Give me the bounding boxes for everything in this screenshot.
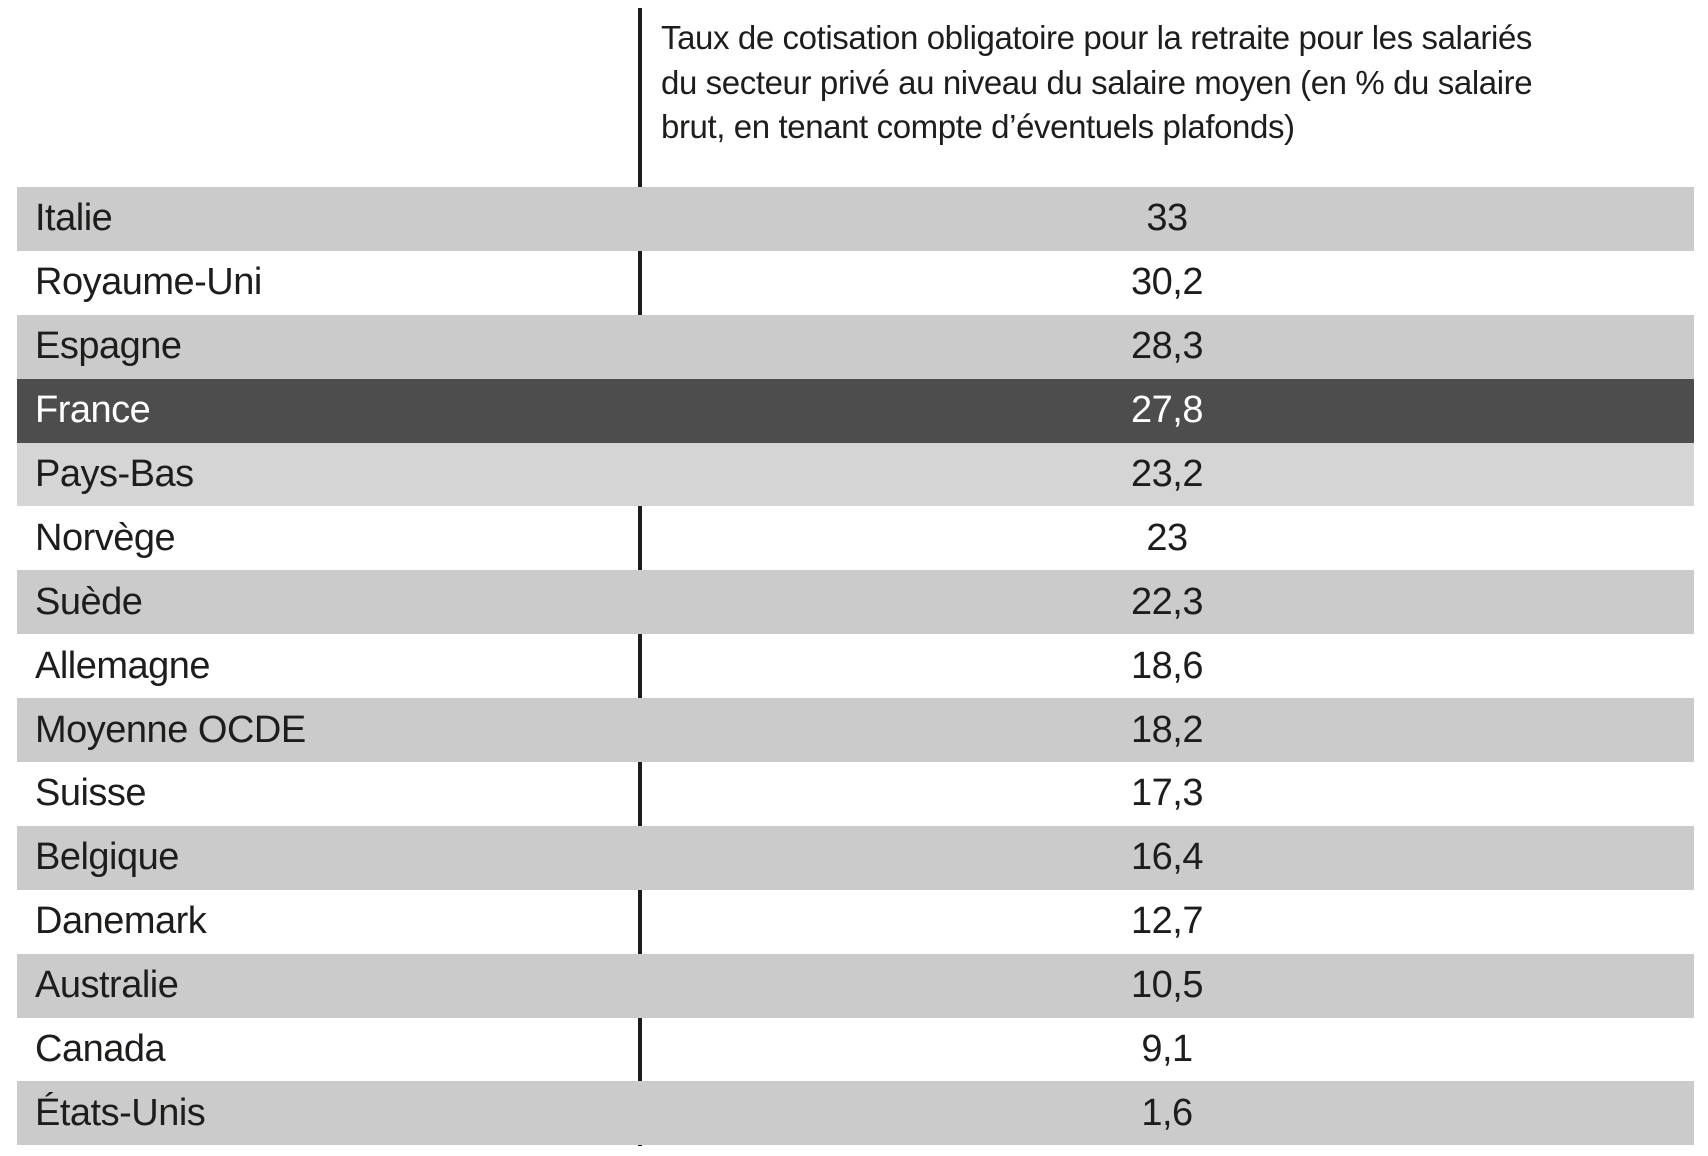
- rate-value: 23,2: [1131, 453, 1203, 495]
- column-header-line: brut, en tenant compte d’éventuels plafo…: [661, 108, 1295, 145]
- country-label: Italie: [35, 197, 113, 240]
- table-row: France 27,8: [17, 378, 1694, 443]
- rate-value: 1,6: [1141, 1091, 1193, 1134]
- country-label: Moyenne OCDE: [35, 708, 306, 751]
- country-label: Canada: [35, 1028, 166, 1071]
- rate-value: 23: [1146, 516, 1188, 559]
- country-label: Australie: [35, 964, 179, 1007]
- rate-value: 10,5: [1131, 964, 1203, 1007]
- country-label: Espagne: [35, 325, 182, 368]
- rate-value: 17,3: [1131, 772, 1203, 815]
- table-row: Danemark 12,7: [17, 890, 1694, 954]
- country-label: Allemagne: [35, 644, 211, 687]
- table-row: Italie 33: [17, 187, 1694, 251]
- rate-value: 28,3: [1131, 325, 1203, 368]
- rate-value: 22,3: [1131, 580, 1203, 623]
- country-label: États-Unis: [35, 1091, 206, 1134]
- table-row: Royaume-Uni 30,2: [17, 251, 1694, 315]
- table-row: Espagne 28,3: [17, 314, 1694, 379]
- table-row: États-Unis 1,6: [17, 1081, 1694, 1146]
- table-row: Suède 22,3: [17, 570, 1694, 635]
- rate-value: 30,2: [1131, 261, 1203, 304]
- rates-table: Italie 33 Royaume-Uni 30,2 Espagne 28,3 …: [17, 187, 1694, 1146]
- table-row: Moyenne OCDE 18,2: [17, 698, 1694, 763]
- country-label: Suède: [35, 580, 143, 623]
- country-label: Suisse: [35, 772, 147, 815]
- rate-value: 27,8: [1131, 389, 1203, 432]
- table-row: Australie 10,5: [17, 953, 1694, 1018]
- column-header-line: du secteur privé au niveau du salaire mo…: [661, 63, 1533, 101]
- country-label: Pays-Bas: [35, 453, 194, 495]
- table-row: Allemagne 18,6: [17, 634, 1694, 698]
- country-label: Danemark: [35, 900, 207, 943]
- country-label: France: [35, 389, 151, 432]
- table-row: Canada 9,1: [17, 1018, 1694, 1082]
- rate-value: 9,1: [1141, 1028, 1193, 1071]
- rate-value: 16,4: [1131, 836, 1203, 879]
- table-row: Norvège 23: [17, 506, 1694, 570]
- column-header-line: Taux de cotisation obligatoire pour la r…: [661, 19, 1532, 56]
- rate-value: 12,7: [1131, 900, 1203, 943]
- table-row: Pays-Bas 23,2: [17, 442, 1694, 507]
- rate-value: 18,2: [1131, 708, 1203, 751]
- table-row: Belgique 16,4: [17, 825, 1694, 890]
- column-header: Taux de cotisation obligatoire pour la r…: [661, 16, 1533, 150]
- table-row: Suisse 17,3: [17, 762, 1694, 826]
- country-label: Norvège: [35, 516, 176, 559]
- country-label: Belgique: [35, 836, 179, 879]
- rate-value: 18,6: [1131, 644, 1203, 687]
- rate-value: 33: [1146, 197, 1188, 240]
- country-label: Royaume-Uni: [35, 261, 262, 304]
